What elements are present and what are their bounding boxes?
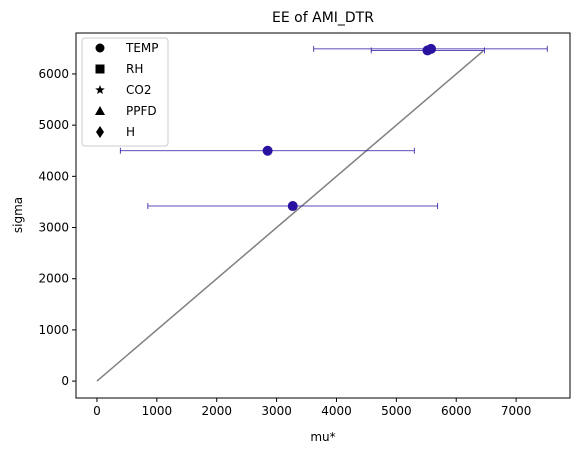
legend-label: TEMP bbox=[125, 41, 159, 55]
data-point bbox=[263, 146, 273, 156]
error-bars bbox=[120, 46, 547, 209]
y-axis: 0 1000 2000 3000 4000 5000 6000 bbox=[38, 67, 76, 388]
x-axis-label: mu* bbox=[310, 430, 335, 444]
legend-marker-circle bbox=[96, 44, 105, 53]
legend: TEMP RH CO2 PPFD H bbox=[82, 38, 168, 146]
x-tick-label: 7000 bbox=[501, 404, 532, 418]
x-axis: 0 1000 2000 3000 4000 5000 6000 7000 bbox=[93, 398, 531, 418]
data-point bbox=[288, 201, 298, 211]
x-tick-label: 4000 bbox=[321, 404, 352, 418]
x-tick-label: 3000 bbox=[261, 404, 292, 418]
chart-title: EE of AMI_DTR bbox=[272, 10, 374, 26]
legend-marker-square bbox=[96, 65, 105, 74]
y-tick-label: 4000 bbox=[38, 169, 69, 183]
x-tick-label: 2000 bbox=[201, 404, 232, 418]
legend-label: H bbox=[126, 125, 135, 139]
x-tick-label: 6000 bbox=[441, 404, 472, 418]
y-tick-label: 5000 bbox=[38, 118, 69, 132]
legend-label: CO2 bbox=[126, 83, 151, 97]
y-tick-label: 0 bbox=[61, 374, 69, 388]
y-tick-label: 6000 bbox=[38, 67, 69, 81]
y-tick-label: 3000 bbox=[38, 221, 69, 235]
data-point bbox=[422, 45, 432, 55]
data-points bbox=[263, 44, 436, 211]
legend-label: RH bbox=[126, 62, 143, 76]
y-tick-label: 1000 bbox=[38, 323, 69, 337]
x-tick-label: 0 bbox=[93, 404, 101, 418]
x-tick-label: 5000 bbox=[381, 404, 412, 418]
legend-label: PPFD bbox=[126, 104, 157, 118]
x-tick-label: 1000 bbox=[142, 404, 173, 418]
y-axis-label: sigma bbox=[11, 197, 25, 233]
y-tick-label: 2000 bbox=[38, 272, 69, 286]
